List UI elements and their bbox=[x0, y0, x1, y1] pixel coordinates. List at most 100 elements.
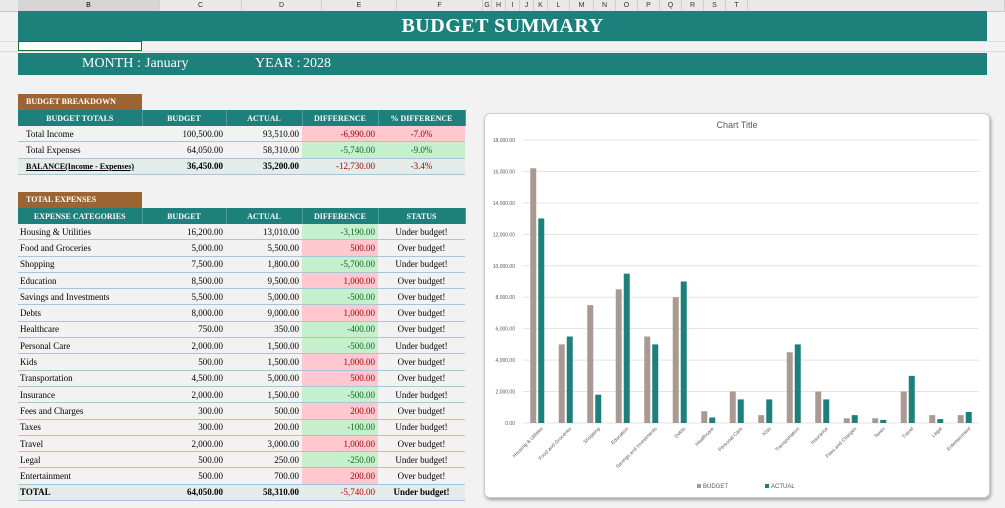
status-value[interactable]: Over budget! bbox=[378, 402, 465, 420]
budget-value[interactable]: 2,000.00 bbox=[142, 337, 226, 355]
bar-budget[interactable] bbox=[672, 297, 679, 423]
column-header-i[interactable]: I bbox=[506, 0, 520, 11]
column-header-b[interactable]: B bbox=[18, 0, 160, 11]
budget-value[interactable]: 8,500.00 bbox=[142, 272, 226, 290]
actual-value[interactable]: 58,310.00 bbox=[226, 141, 302, 159]
actual-value[interactable]: 5,000.00 bbox=[226, 288, 302, 306]
budget-value[interactable]: 5,000.00 bbox=[142, 239, 226, 257]
category-name[interactable]: Education bbox=[18, 272, 142, 290]
difference-value[interactable]: 1,000.00 bbox=[302, 353, 378, 371]
balance-label[interactable]: BALANCE(Income - Expenses) bbox=[18, 157, 142, 175]
budget-value[interactable]: 300.00 bbox=[142, 402, 226, 420]
bar-actual[interactable] bbox=[737, 399, 744, 423]
difference-value[interactable]: -6,990.00 bbox=[302, 126, 378, 143]
bar-budget[interactable] bbox=[815, 391, 822, 423]
bar-budget[interactable] bbox=[701, 411, 708, 423]
actual-value[interactable]: 1,800.00 bbox=[226, 256, 302, 273]
difference-value[interactable]: -500.00 bbox=[302, 337, 378, 355]
difference-value[interactable]: 200.00 bbox=[302, 402, 378, 420]
bar-actual[interactable] bbox=[766, 399, 773, 423]
bar-budget[interactable] bbox=[587, 305, 594, 423]
category-name[interactable]: Kids bbox=[18, 353, 142, 371]
actual-value[interactable]: 9,000.00 bbox=[226, 304, 302, 322]
budget-value[interactable]: 300.00 bbox=[142, 419, 226, 436]
status-value[interactable]: Over budget! bbox=[378, 321, 465, 339]
status-value[interactable]: Over budget! bbox=[378, 272, 465, 290]
column-header-m[interactable]: M bbox=[570, 0, 594, 11]
category-name[interactable]: Legal bbox=[18, 451, 142, 469]
actual-value[interactable]: 3,000.00 bbox=[226, 435, 302, 453]
category-name[interactable]: Savings and Investments bbox=[18, 288, 142, 306]
difference-value[interactable]: -500.00 bbox=[302, 386, 378, 404]
status-value[interactable]: Under budget! bbox=[378, 386, 465, 404]
budget-value[interactable]: 2,000.00 bbox=[142, 435, 226, 453]
bar-budget[interactable] bbox=[644, 336, 651, 423]
bar-budget[interactable] bbox=[872, 418, 879, 423]
bar-budget[interactable] bbox=[530, 168, 537, 423]
status-value[interactable]: Over budget! bbox=[378, 239, 465, 257]
column-header-e[interactable]: E bbox=[322, 0, 397, 11]
actual-value[interactable]: 350.00 bbox=[226, 321, 302, 339]
balance-budget[interactable]: 36,450.00 bbox=[142, 157, 226, 175]
column-header-l[interactable]: L bbox=[548, 0, 570, 11]
column-header-q[interactable]: Q bbox=[660, 0, 682, 11]
category-name[interactable]: Food and Groceries bbox=[18, 239, 142, 257]
column-header-f[interactable]: F bbox=[397, 0, 483, 11]
column-header-j[interactable]: J bbox=[520, 0, 534, 11]
month-value[interactable]: January bbox=[145, 56, 189, 71]
actual-value[interactable]: 200.00 bbox=[226, 419, 302, 436]
category-name[interactable]: Travel bbox=[18, 435, 142, 453]
bar-actual[interactable] bbox=[965, 411, 972, 423]
difference-value[interactable]: 500.00 bbox=[302, 239, 378, 257]
bar-actual[interactable] bbox=[880, 419, 887, 423]
bar-actual[interactable] bbox=[623, 273, 630, 423]
column-header-g[interactable]: G bbox=[483, 0, 492, 11]
status-value[interactable]: Over budget! bbox=[378, 370, 465, 387]
budget-value[interactable]: 16,200.00 bbox=[142, 224, 226, 241]
difference-value[interactable]: -5,740.00 bbox=[302, 141, 378, 159]
difference-value[interactable]: 1,000.00 bbox=[302, 272, 378, 290]
year-value[interactable]: 2028 bbox=[303, 56, 331, 71]
total-budget[interactable]: 64,050.00 bbox=[142, 483, 226, 502]
budget-chart[interactable]: Chart Title 0.00 2,000.00 4,000.00 6,000.00 8… bbox=[484, 113, 990, 498]
actual-value[interactable]: 5,500.00 bbox=[226, 239, 302, 257]
column-header-s[interactable]: S bbox=[704, 0, 726, 11]
status-value[interactable]: Under budget! bbox=[378, 337, 465, 355]
bar-actual[interactable] bbox=[823, 399, 830, 423]
total-label[interactable]: TOTAL bbox=[18, 483, 142, 502]
total-status[interactable]: Under budget! bbox=[378, 483, 465, 502]
column-header-h[interactable]: H bbox=[492, 0, 506, 11]
status-value[interactable]: Over budget! bbox=[378, 304, 465, 322]
budget-value[interactable]: 100,500.00 bbox=[142, 126, 226, 143]
actual-value[interactable]: 1,500.00 bbox=[226, 337, 302, 355]
category-name[interactable]: Shopping bbox=[18, 256, 142, 273]
budget-value[interactable]: 2,000.00 bbox=[142, 386, 226, 404]
selected-cell[interactable] bbox=[18, 41, 142, 51]
bar-actual[interactable] bbox=[652, 344, 659, 423]
column-header-c[interactable]: C bbox=[160, 0, 242, 11]
column-header-k[interactable]: K bbox=[534, 0, 548, 11]
budget-value[interactable]: 64,050.00 bbox=[142, 141, 226, 159]
difference-value[interactable]: -400.00 bbox=[302, 321, 378, 339]
status-value[interactable]: Under budget! bbox=[378, 256, 465, 273]
bar-actual[interactable] bbox=[709, 417, 716, 423]
total-actual[interactable]: 58,310.00 bbox=[226, 483, 302, 502]
bar-actual[interactable] bbox=[566, 336, 573, 423]
bar-actual[interactable] bbox=[595, 394, 602, 423]
actual-value[interactable]: 1,500.00 bbox=[226, 386, 302, 404]
category-name[interactable]: Personal Care bbox=[18, 337, 142, 355]
category-name[interactable]: Transportation bbox=[18, 370, 142, 387]
budget-value[interactable]: 8,000.00 bbox=[142, 304, 226, 322]
actual-value[interactable]: 700.00 bbox=[226, 467, 302, 485]
bar-budget[interactable] bbox=[957, 415, 964, 423]
category-name[interactable]: Entertainment bbox=[18, 467, 142, 485]
difference-value[interactable]: -5,700.00 bbox=[302, 256, 378, 273]
bar-budget[interactable] bbox=[615, 289, 622, 423]
bar-actual[interactable] bbox=[794, 344, 801, 423]
bar-actual[interactable] bbox=[851, 415, 858, 423]
difference-value[interactable]: 1,000.00 bbox=[302, 304, 378, 322]
status-value[interactable]: Under budget! bbox=[378, 451, 465, 469]
budget-value[interactable]: 500.00 bbox=[142, 451, 226, 469]
budget-value[interactable]: 500.00 bbox=[142, 467, 226, 485]
row-label[interactable]: Total Income bbox=[18, 126, 142, 143]
